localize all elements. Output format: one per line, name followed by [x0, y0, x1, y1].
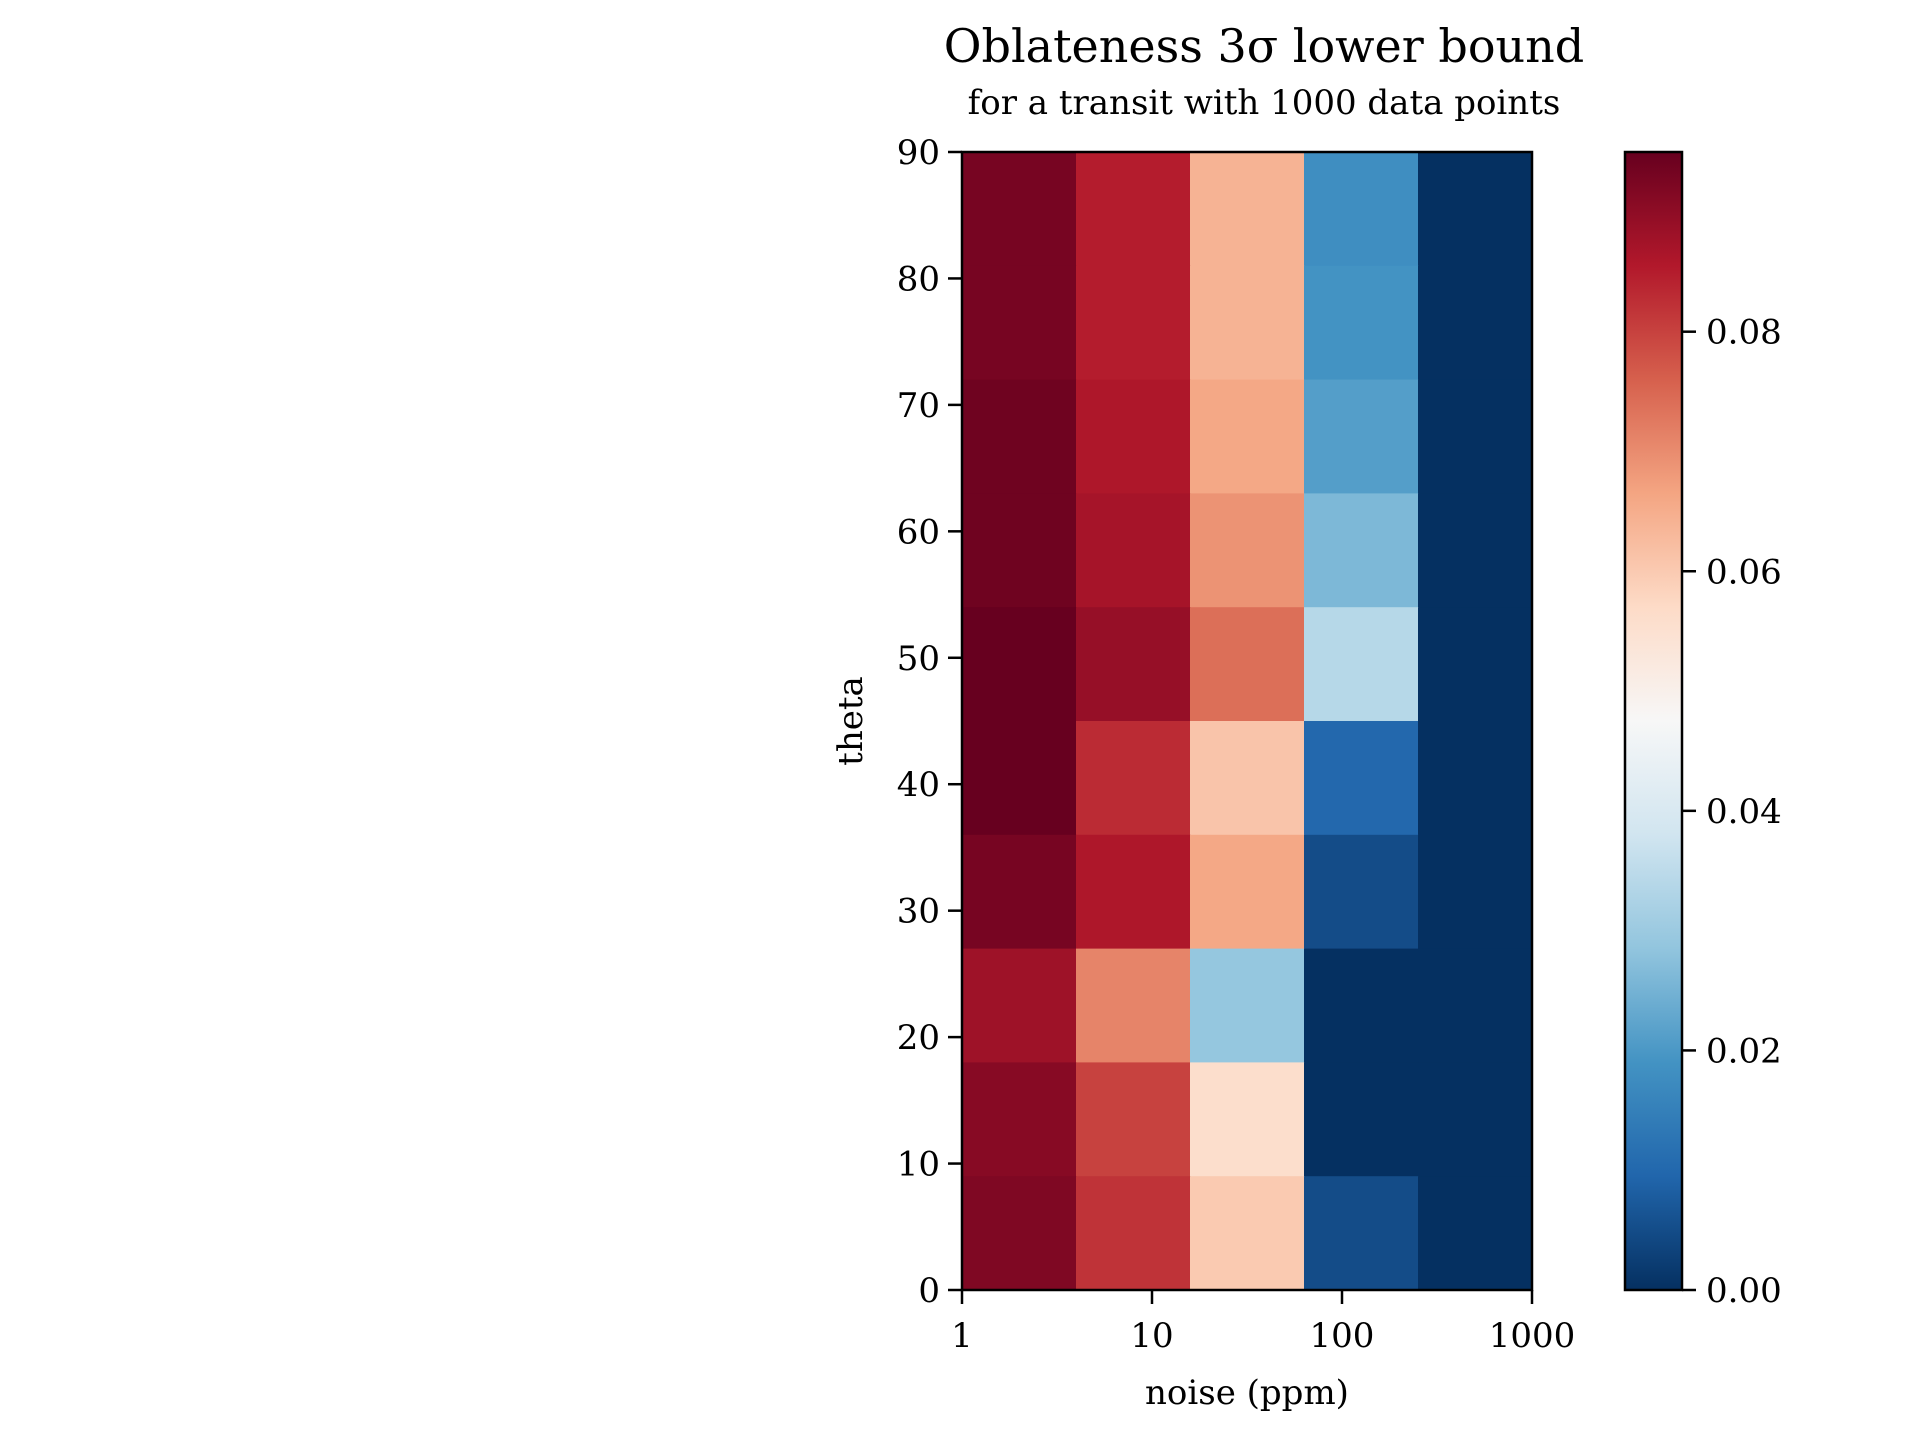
y-tick-label: 30 [897, 892, 940, 932]
heatmap-cell [1304, 721, 1419, 836]
heatmap-cell [1418, 493, 1533, 608]
colorbar [1623, 150, 1684, 1292]
x-tick-label: 1000 [1489, 1316, 1576, 1356]
y-tick-label: 60 [897, 512, 940, 552]
heatmap-cell [1304, 834, 1419, 950]
heatmap-cell [962, 379, 1077, 494]
heatmap-cell [1304, 948, 1419, 1063]
heatmap-cell [1190, 379, 1305, 494]
heatmap-cell [962, 834, 1077, 950]
y-tick-label: 90 [897, 133, 940, 173]
heatmap-cell [1190, 948, 1305, 1063]
heatmap-cell [962, 721, 1077, 836]
heatmap-cell [962, 493, 1077, 608]
x-tick-label: 100 [1310, 1316, 1375, 1356]
heatmap-cell [962, 1062, 1077, 1177]
heatmap-cell [1418, 721, 1533, 836]
y-axis-label: theta [831, 676, 871, 766]
colorbar-tick-label: 0.04 [1706, 792, 1782, 832]
heatmap-cell [1418, 379, 1533, 494]
heatmap-cell [1418, 1062, 1533, 1177]
heatmap-cell [1076, 1062, 1191, 1177]
plot-frame [960, 150, 1534, 1292]
y-tick-label: 20 [897, 1018, 940, 1058]
x-axis-label: noise (ppm) [1145, 1373, 1349, 1413]
heatmap-cell [1076, 607, 1191, 722]
heatmap-cell [1418, 607, 1533, 722]
heatmap-cell [1076, 265, 1191, 381]
heatmap-cells [962, 152, 1533, 1291]
y-tick-label: 10 [897, 1145, 940, 1185]
heatmap-cell [1190, 1176, 1305, 1291]
heatmap-cell [1190, 721, 1305, 836]
heatmap-cell [1418, 152, 1533, 267]
y-tick-label: 0 [918, 1271, 940, 1311]
heatmap-cell [1076, 152, 1191, 267]
y-tick-label: 70 [897, 386, 940, 426]
chart-subtitle: for a transit with 1000 data points [968, 83, 1561, 123]
x-tick-label: 1 [951, 1316, 973, 1356]
heatmap-cell [962, 1176, 1077, 1291]
heatmap-cell [1418, 265, 1533, 381]
heatmap-cell [1304, 1176, 1419, 1291]
chart-title: Oblateness 3σ lower bound [944, 19, 1584, 73]
heatmap-cell [1190, 152, 1305, 267]
heatmap-cell [1190, 265, 1305, 381]
y-tick-label: 40 [897, 765, 940, 805]
y-axis-ticks: 0 10 20 30 40 50 60 70 80 90 [897, 133, 962, 1311]
colorbar-tick-label: 0.06 [1706, 552, 1782, 592]
heatmap-cell [1190, 493, 1305, 608]
heatmap-cell [1304, 152, 1419, 267]
heatmap-cell [1418, 948, 1533, 1063]
heatmap-cell [1190, 1062, 1305, 1177]
heatmap-cell [1076, 379, 1191, 494]
y-tick-label: 80 [897, 259, 940, 299]
heatmap-cell [962, 152, 1077, 267]
colorbar-tick-label: 0.00 [1706, 1271, 1782, 1311]
heatmap-cell [1076, 493, 1191, 608]
x-tick-label: 10 [1130, 1316, 1173, 1356]
heatmap-cell [1304, 379, 1419, 494]
heatmap-cell [1418, 1176, 1533, 1291]
heatmap-cell [962, 948, 1077, 1063]
colorbar-tick-label: 0.02 [1706, 1031, 1782, 1071]
x-axis-ticks: 1 10 100 1000 [951, 1290, 1575, 1356]
heatmap-cell [962, 265, 1077, 381]
y-tick-label: 50 [897, 639, 940, 679]
heatmap-cell [1304, 493, 1419, 608]
heatmap-cell [1076, 834, 1191, 950]
heatmap-cell [962, 607, 1077, 722]
heatmap-cell [1304, 607, 1419, 722]
heatmap-cell [1076, 948, 1191, 1063]
heatmap-cell [1418, 834, 1533, 950]
heatmap-cell [1190, 607, 1305, 722]
colorbar-tick-label: 0.08 [1706, 313, 1782, 353]
heatmap-cell [1304, 1062, 1419, 1177]
heatmap-cell [1304, 265, 1419, 381]
heatmap-cell [1076, 1176, 1191, 1291]
colorbar-ticks: 0.00 0.02 0.04 0.06 0.08 [1682, 313, 1782, 1311]
heatmap-cell [1190, 834, 1305, 950]
heatmap-cell [1076, 721, 1191, 836]
